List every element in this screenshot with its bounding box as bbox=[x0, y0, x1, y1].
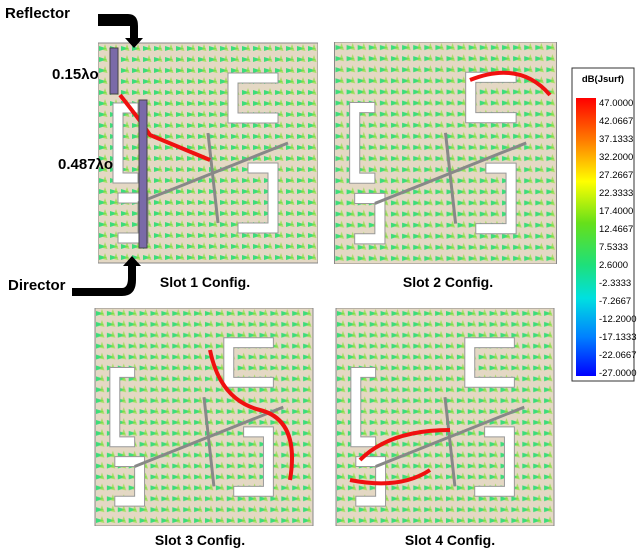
scale-tick-label: 7.5333 bbox=[599, 242, 628, 253]
scale-tick-label: 42.0667 bbox=[599, 116, 633, 127]
scale-title: dB(Jsurf) bbox=[582, 74, 624, 85]
scale-tick-label: 37.1333 bbox=[599, 134, 633, 145]
scale-tick-label: 47.0000 bbox=[599, 98, 633, 109]
scale-tick-label: -27.0000 bbox=[599, 368, 637, 379]
scale-tick-label: -7.2667 bbox=[599, 296, 631, 307]
dimension-bar bbox=[110, 48, 118, 94]
figure: Reflector Director 0.15λo 0.487λo Slot 1… bbox=[0, 0, 642, 551]
scale-tick-label: 32.2000 bbox=[599, 152, 633, 163]
slot-panel bbox=[98, 43, 318, 263]
director-label: Director bbox=[8, 277, 66, 294]
slot-panel bbox=[336, 308, 554, 526]
scale-tick-label: -17.1333 bbox=[599, 332, 637, 343]
color-scale: dB(Jsurf) 47.0000 42.0667 37.1333 32.2000 27… bbox=[572, 68, 637, 381]
scale-bar bbox=[576, 98, 596, 376]
scale-tick-label: -22.0667 bbox=[599, 350, 637, 361]
scale-tick-label: 2.6000 bbox=[599, 260, 628, 271]
dimension-label: 0.15λo bbox=[52, 66, 99, 83]
scale-tick-label: 17.4000 bbox=[599, 206, 633, 217]
dimension-label: 0.487λo bbox=[58, 156, 113, 173]
dimension-bar bbox=[139, 100, 147, 248]
panel-caption: Slot 2 Config. bbox=[403, 274, 493, 290]
panel-caption: Slot 1 Config. bbox=[160, 274, 250, 290]
scale-tick-label: 27.2667 bbox=[599, 170, 633, 181]
slot-panel bbox=[95, 308, 313, 526]
panel-caption: Slot 3 Config. bbox=[155, 532, 245, 548]
scale-tick-label: -2.3333 bbox=[599, 278, 631, 289]
panel-caption: Slot 4 Config. bbox=[405, 532, 495, 548]
scale-tick-label: 12.4667 bbox=[599, 224, 633, 235]
scale-tick-label: -12.2000 bbox=[599, 314, 637, 325]
reflector-label: Reflector bbox=[5, 5, 70, 22]
scale-tick-label: 22.3333 bbox=[599, 188, 633, 199]
